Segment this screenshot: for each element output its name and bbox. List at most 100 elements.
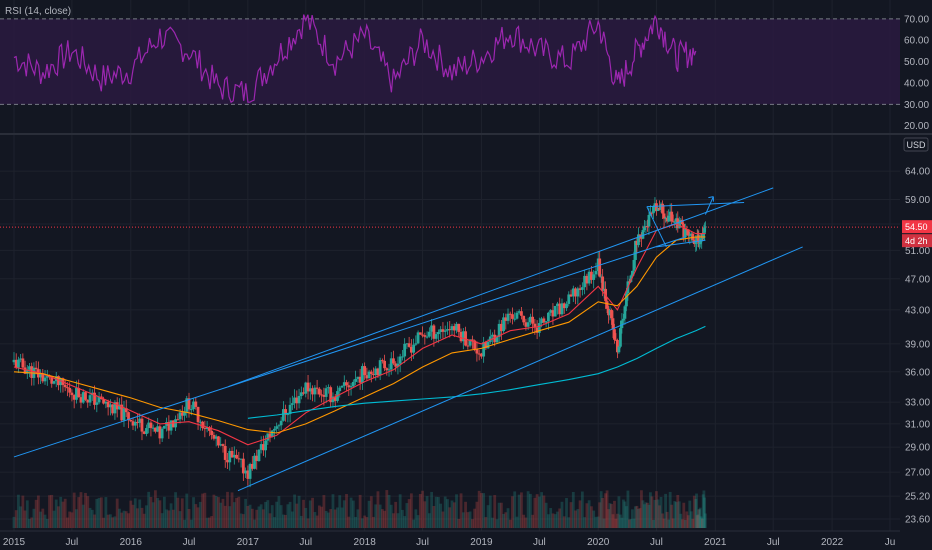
candle [416, 330, 420, 345]
volume-bar [365, 517, 369, 528]
volume-bar [12, 516, 16, 528]
volume-bar [174, 492, 177, 528]
volume-bar [99, 497, 103, 528]
volume-bar [650, 496, 654, 528]
candle [558, 297, 562, 318]
volume-bar [619, 514, 622, 528]
candle [17, 356, 20, 374]
candle [574, 287, 577, 305]
volume-bar [302, 499, 305, 528]
volume-bar [670, 504, 674, 528]
volume-bar [547, 514, 550, 528]
candle [583, 270, 587, 295]
volume-bar [662, 518, 666, 528]
volume-bar [685, 511, 689, 528]
candle [311, 385, 314, 402]
price-axis[interactable]: 64.00 59.00 51.00 47.00 43.00 39.00 36.00 33.00… [905, 167, 930, 526]
volume-bar [491, 517, 494, 528]
candle [129, 419, 133, 423]
candle [217, 435, 220, 448]
volume-bar [673, 501, 677, 528]
candle [97, 391, 101, 405]
candle [118, 398, 121, 410]
volume-bar [680, 519, 684, 528]
candle [180, 405, 184, 421]
volume-bar [594, 516, 598, 528]
volume-bar [244, 498, 248, 528]
volume-bar [430, 491, 434, 528]
volume-bar [237, 496, 241, 528]
candlesticks [12, 197, 707, 488]
candle [299, 386, 303, 400]
candle [32, 362, 36, 386]
volume-bar [401, 509, 404, 528]
channel-line [646, 206, 667, 248]
candle [293, 389, 296, 409]
volume-bar [640, 490, 643, 528]
volume-bar [604, 493, 607, 528]
volume-bar [558, 508, 562, 528]
candle [244, 467, 248, 479]
volume-bar [109, 514, 112, 528]
volume-bar [250, 508, 254, 528]
candle [250, 456, 254, 471]
trend-channel[interactable] [13, 187, 803, 492]
volume-bar [136, 508, 139, 528]
volume-bar [699, 516, 703, 528]
volume-bar [596, 516, 600, 528]
volume-bar [697, 509, 701, 528]
candle [14, 353, 18, 370]
candle [295, 390, 299, 410]
volume-bar [528, 493, 532, 528]
candle [210, 425, 214, 440]
ma-slow-line [247, 325, 706, 419]
rsi-tick-label: 20.00 [904, 121, 929, 132]
volume-bar [701, 494, 705, 528]
candle [241, 452, 245, 482]
volume-bar [194, 504, 198, 528]
volume-bar [145, 505, 148, 528]
candle [611, 310, 615, 339]
candle [668, 203, 672, 222]
time-axis[interactable]: 2015 Jul 2016 Jul 2017 Jul 2018 Jul 2019 Jul 2020 J… [3, 537, 895, 548]
volume-bar [574, 510, 577, 528]
candle [592, 270, 596, 289]
volume-bar [674, 502, 678, 528]
volume-bar [151, 502, 155, 528]
candle [363, 362, 367, 380]
candle [219, 437, 223, 447]
candle [235, 449, 238, 460]
candle [553, 305, 557, 317]
volume-bar [14, 510, 18, 528]
channel-line [228, 187, 774, 388]
volume-bar [598, 502, 602, 528]
volume-bar [482, 493, 486, 528]
price-tick-label: 39.00 [905, 339, 930, 350]
volume-bar [154, 490, 157, 528]
channel-line [13, 236, 687, 458]
volume-bar [48, 495, 51, 528]
currency-badge[interactable]: USD [903, 137, 929, 152]
volume-bar [653, 499, 657, 528]
volume-bar [246, 506, 250, 528]
candle [228, 448, 232, 471]
candle [115, 397, 119, 418]
volume-bar [313, 512, 317, 528]
rsi-indicator-label[interactable]: RSI (14, close) [5, 6, 71, 17]
candle [607, 305, 610, 324]
price-tick-label: 27.00 [905, 468, 930, 479]
volume-bar [329, 509, 333, 528]
volume-bar [23, 510, 27, 528]
volume-bar [556, 511, 559, 528]
volume-bar [571, 491, 575, 528]
candle [567, 291, 571, 307]
candle [246, 465, 250, 486]
rsi-series-line [13, 14, 697, 104]
candle [602, 281, 606, 299]
volume-bar [158, 500, 162, 528]
volume-bar [443, 496, 447, 528]
candle [302, 387, 305, 396]
time-tick-label: Jul [650, 537, 663, 548]
channel-line [656, 239, 706, 248]
